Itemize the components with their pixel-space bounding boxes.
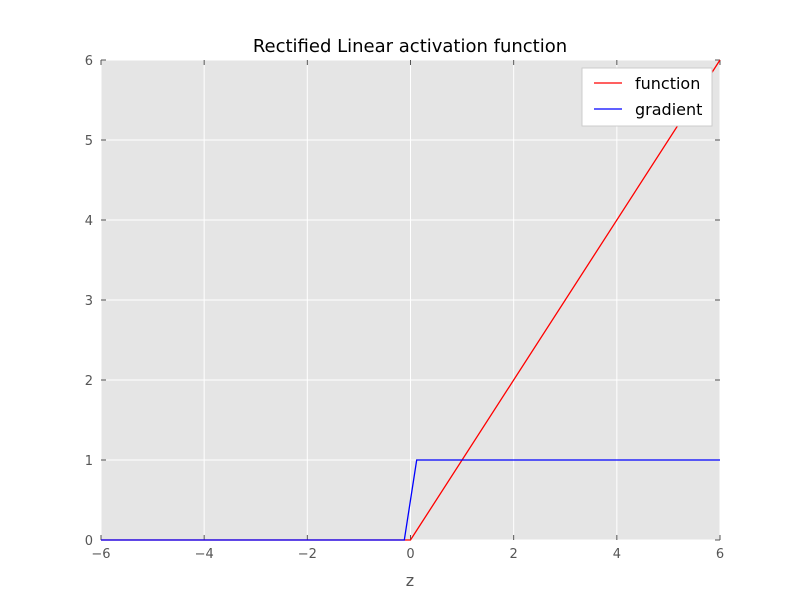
series-layer (101, 59, 721, 541)
legend-label-function: function (635, 74, 700, 93)
y-tick-label: 6 (85, 54, 93, 69)
legend-box (581, 67, 713, 127)
legend-label-gradient: gradient (635, 100, 702, 119)
x-tick-label: −2 (298, 547, 317, 562)
x-tick-label: 2 (510, 547, 518, 562)
x-axis-label: z (406, 571, 414, 590)
x-tick-label: 4 (613, 547, 621, 562)
chart-title: Rectified Linear activation function (253, 36, 567, 57)
x-tick-label: 0 (406, 547, 414, 562)
x-tick-label: −6 (91, 547, 110, 562)
axis-ticks (100, 59, 721, 541)
y-tick-label: 3 (85, 294, 93, 309)
x-tick-label: 6 (716, 547, 724, 562)
series-line-gradient (101, 459, 720, 541)
y-tick-label: 5 (85, 134, 93, 149)
tick-labels: −6 −4 −2 0 2 4 6 0 1 2 3 4 5 6 (85, 54, 724, 562)
y-tick-label: 4 (85, 214, 93, 229)
x-tick-label: −4 (195, 547, 214, 562)
legend: function gradient (581, 67, 713, 127)
y-tick-label: 1 (85, 454, 93, 469)
y-tick-label: 0 (85, 534, 93, 549)
y-tick-label: 2 (85, 374, 93, 389)
